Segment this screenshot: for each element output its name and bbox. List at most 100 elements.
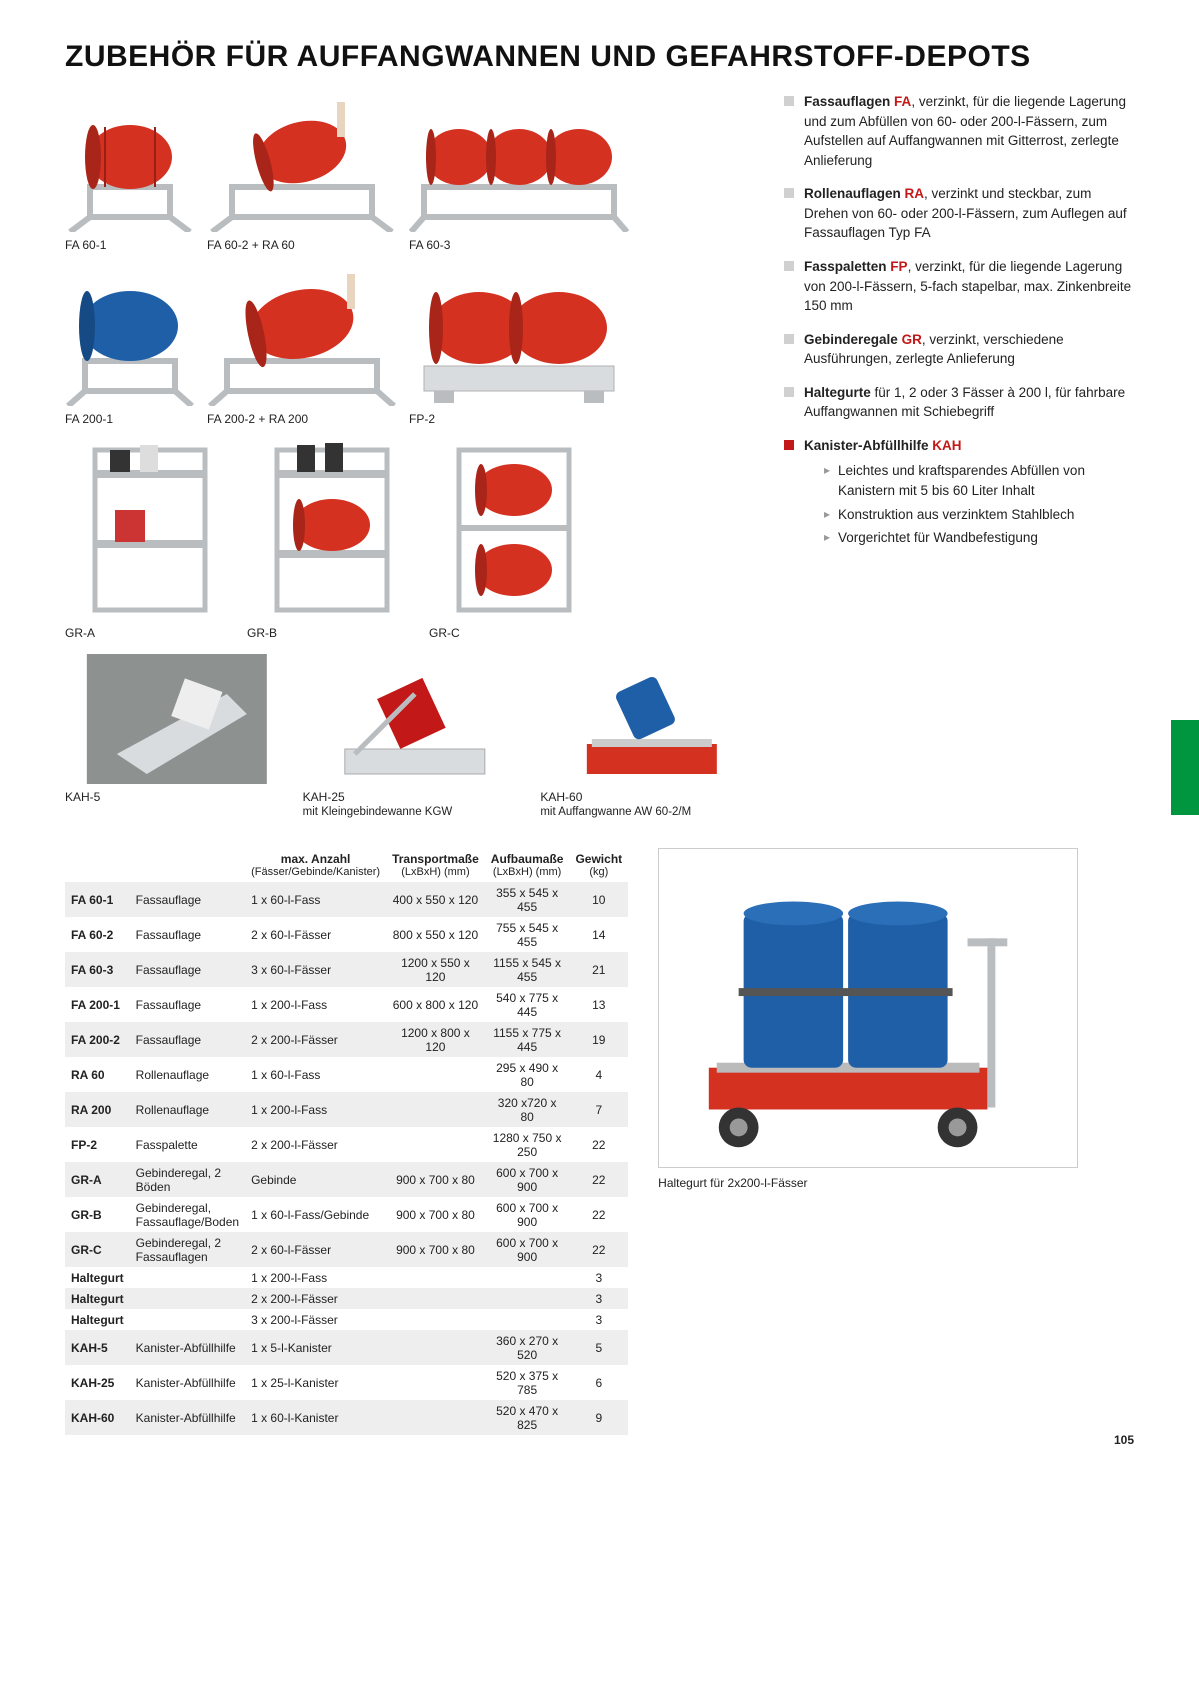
product-caption-sub: mit Kleingebindewanne KGW — [303, 806, 527, 818]
product-fp-2: FP-2 — [409, 266, 629, 426]
product-caption: FA 60-1 — [65, 238, 195, 252]
product-row-3: GR-A GR-B — [65, 440, 764, 640]
sub-item-text: Konstruktion aus verzinktem Stahlblech — [838, 505, 1074, 525]
cell-type: Rollenauflage — [130, 1057, 245, 1092]
cell-aufbau — [485, 1267, 570, 1288]
table-row: KAH-25Kanister-Abfüllhilfe1 x 25-l-Kanis… — [65, 1365, 628, 1400]
cell-weight: 19 — [569, 1022, 628, 1057]
desc-item: Gebinderegale GR, verzinkt, verschiedene… — [784, 330, 1134, 369]
cell-code: GR-B — [65, 1197, 130, 1232]
cell-aufbau: 1280 x 750 x 250 — [485, 1127, 570, 1162]
cell-code: Haltegurt — [65, 1267, 130, 1288]
desc-item: Fassauflagen FA, verzinkt, für die liege… — [784, 92, 1134, 170]
cell-transport — [386, 1330, 485, 1365]
cell-code: FA 60-3 — [65, 952, 130, 987]
cell-code: Haltegurt — [65, 1288, 130, 1309]
product-caption: FA 60-2 + RA 60 — [207, 238, 397, 252]
desc-code: FA — [894, 94, 911, 109]
cell-max: 2 x 60-l-Fässer — [245, 917, 386, 952]
cell-aufbau: 540 x 775 x 445 — [485, 987, 570, 1022]
cell-aufbau — [485, 1288, 570, 1309]
cell-weight: 3 — [569, 1267, 628, 1288]
cell-type: Rollenauflage — [130, 1092, 245, 1127]
cell-aufbau: 520 x 470 x 825 — [485, 1400, 570, 1435]
cell-code: FA 200-1 — [65, 987, 130, 1022]
table-row: Haltegurt3 x 200-l-Fässer3 — [65, 1309, 628, 1330]
desc-code: FP — [890, 259, 907, 274]
cell-transport: 1200 x 800 x 120 — [386, 1022, 485, 1057]
cell-weight: 5 — [569, 1330, 628, 1365]
product-kah-60: KAH-60 mit Auffangwanne AW 60-2/M — [540, 654, 764, 818]
cell-weight: 3 — [569, 1309, 628, 1330]
table-row: FA 60-1Fassauflage1 x 60-l-Fass400 x 550… — [65, 882, 628, 917]
desc-kah: Kanister-Abfüllhilfe KAH Leichtes und kr… — [784, 436, 1134, 552]
cell-type — [130, 1267, 245, 1288]
cell-transport — [386, 1365, 485, 1400]
th-max: max. Anzahl (Fässer/Gebinde/Kanister) — [245, 848, 386, 882]
desc-bold: Fasspaletten — [804, 259, 887, 274]
cell-code: FA 60-1 — [65, 882, 130, 917]
cell-aufbau: 600 x 700 x 900 — [485, 1197, 570, 1232]
cell-weight: 9 — [569, 1400, 628, 1435]
desc-bold: Fassauflagen — [804, 94, 890, 109]
cell-code: KAH-25 — [65, 1365, 130, 1400]
cell-type: Fassauflage — [130, 987, 245, 1022]
table-row: KAH-60Kanister-Abfüllhilfe1 x 60-l-Kanis… — [65, 1400, 628, 1435]
cell-transport — [386, 1057, 485, 1092]
cell-aufbau: 600 x 700 x 900 — [485, 1162, 570, 1197]
large-product-caption: Haltegurt für 2x200-l-Fässer — [658, 1176, 1078, 1190]
desc-bold: Rollenauflagen — [804, 186, 901, 201]
cell-max: 1 x 60-l-Fass — [245, 882, 386, 917]
cell-type: Gebinderegal, 2 Fassauflagen — [130, 1232, 245, 1267]
cell-type: Kanister-Abfüllhilfe — [130, 1365, 245, 1400]
cell-aufbau: 320 x720 x 80 — [485, 1092, 570, 1127]
cell-max: 1 x 5-l-Kanister — [245, 1330, 386, 1365]
sub-item: Vorgerichtet für Wandbefestigung — [824, 528, 1134, 548]
desc-text: Fasspaletten FP, verzinkt, für die liege… — [804, 257, 1134, 316]
cell-transport — [386, 1127, 485, 1162]
product-fa-200-1: FA 200-1 — [65, 266, 195, 426]
desc-code: GR — [902, 332, 922, 347]
cell-aufbau: 355 x 545 x 455 — [485, 882, 570, 917]
bullet-icon — [784, 387, 794, 397]
table-row: FA 200-1Fassauflage1 x 200-l-Fass600 x 8… — [65, 987, 628, 1022]
cell-transport — [386, 1400, 485, 1435]
product-caption: KAH-60 — [540, 790, 764, 804]
bullet-icon — [784, 96, 794, 106]
cell-weight: 13 — [569, 987, 628, 1022]
side-tab — [1171, 720, 1199, 815]
cell-type — [130, 1288, 245, 1309]
cell-type: Fassauflage — [130, 952, 245, 987]
drum-icon — [409, 92, 629, 232]
bullet-icon — [784, 440, 794, 450]
large-product-panel: Haltegurt für 2x200-l-Fässer — [658, 838, 1078, 1190]
cell-type: Kanister-Abfüllhilfe — [130, 1400, 245, 1435]
cell-max: 1 x 200-l-Fass — [245, 1267, 386, 1288]
sub-item-text: Vorgerichtet für Wandbefestigung — [838, 528, 1038, 548]
kah-row: KAH-5 KAH-25 mit Kleingebindewanne KGW — [65, 654, 764, 818]
drum-icon — [65, 92, 195, 232]
product-caption: GR-C — [429, 626, 599, 640]
cell-code: GR-A — [65, 1162, 130, 1197]
product-row-2: FA 200-1 FA 200-2 + RA 200 — [65, 266, 764, 426]
desc-text: Fassauflagen FA, verzinkt, für die liege… — [804, 92, 1134, 170]
cell-type: Gebinderegal, Fassauflage/Boden — [130, 1197, 245, 1232]
cell-max: 3 x 60-l-Fässer — [245, 952, 386, 987]
cell-max: 1 x 60-l-Kanister — [245, 1400, 386, 1435]
product-caption: GR-B — [247, 626, 417, 640]
cell-max: 1 x 25-l-Kanister — [245, 1365, 386, 1400]
product-row-1: FA 60-1 FA 60-2 + RA 60 — [65, 92, 764, 252]
table-row: RA 60Rollenauflage1 x 60-l-Fass295 x 490… — [65, 1057, 628, 1092]
cell-aufbau: 755 x 545 x 455 — [485, 917, 570, 952]
cell-max: 1 x 200-l-Fass — [245, 1092, 386, 1127]
product-caption: FA 60-3 — [409, 238, 629, 252]
bullet-icon — [784, 261, 794, 271]
sub-item-text: Leichtes und kraftsparendes Abfüllen von… — [838, 461, 1134, 500]
large-product-image — [658, 848, 1078, 1168]
cell-transport: 1200 x 550 x 120 — [386, 952, 485, 987]
th-aufbau: Aufbaumaße (LxBxH) (mm) — [485, 848, 570, 882]
cell-transport: 800 x 550 x 120 — [386, 917, 485, 952]
cell-aufbau: 295 x 490 x 80 — [485, 1057, 570, 1092]
th-transport: Transportmaße (LxBxH) (mm) — [386, 848, 485, 882]
cell-max: 1 x 60-l-Fass/Gebinde — [245, 1197, 386, 1232]
